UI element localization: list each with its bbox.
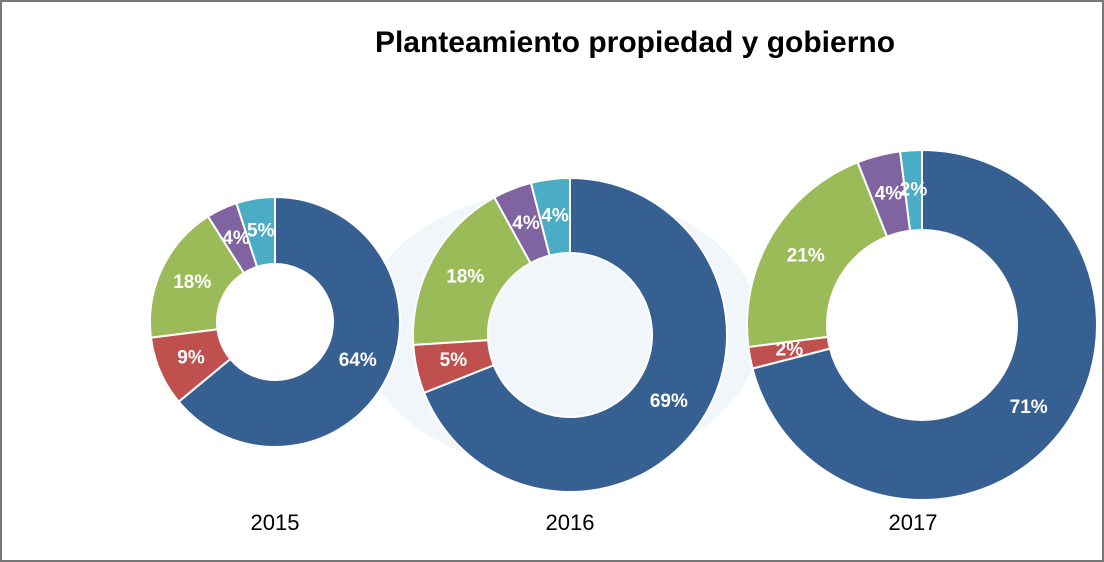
data-label: 4% — [222, 228, 250, 249]
donut-segment — [898, 148, 923, 232]
donut-segment — [422, 176, 728, 493]
data-label: 71% — [1010, 397, 1048, 418]
donut-segment — [529, 176, 571, 257]
chart-label: 2016 — [546, 510, 595, 535]
data-label: 18% — [173, 272, 211, 293]
donut-segment — [235, 195, 276, 269]
donut-segment — [412, 196, 532, 346]
data-label: 4% — [541, 205, 569, 226]
donut-segment — [746, 160, 889, 349]
plots: 64%9%18%4%5%69%5%18%4% 4%71%2%21%4%2% — [149, 148, 1098, 501]
data-label: 18% — [446, 266, 484, 287]
data-label: 5% — [440, 350, 468, 371]
data-label: 21% — [787, 245, 825, 266]
data-label: 64% — [339, 350, 377, 371]
donut-segment — [149, 215, 246, 339]
chart-title: Planteamiento propiedad y gobierno — [375, 26, 895, 59]
data-label: 2% — [900, 179, 928, 200]
data-label: 5% — [247, 221, 275, 242]
chart-label: 2017 — [889, 510, 938, 535]
data-label: 9% — [177, 347, 205, 368]
chart-label: 2015 — [251, 510, 300, 535]
data-label: 4% — [875, 183, 903, 204]
donut-segment — [751, 148, 1098, 501]
data-label: 69% — [650, 391, 688, 412]
donut-segment — [177, 195, 401, 448]
data-label: 2% — [776, 339, 804, 360]
data-label: 4% — [512, 213, 540, 234]
